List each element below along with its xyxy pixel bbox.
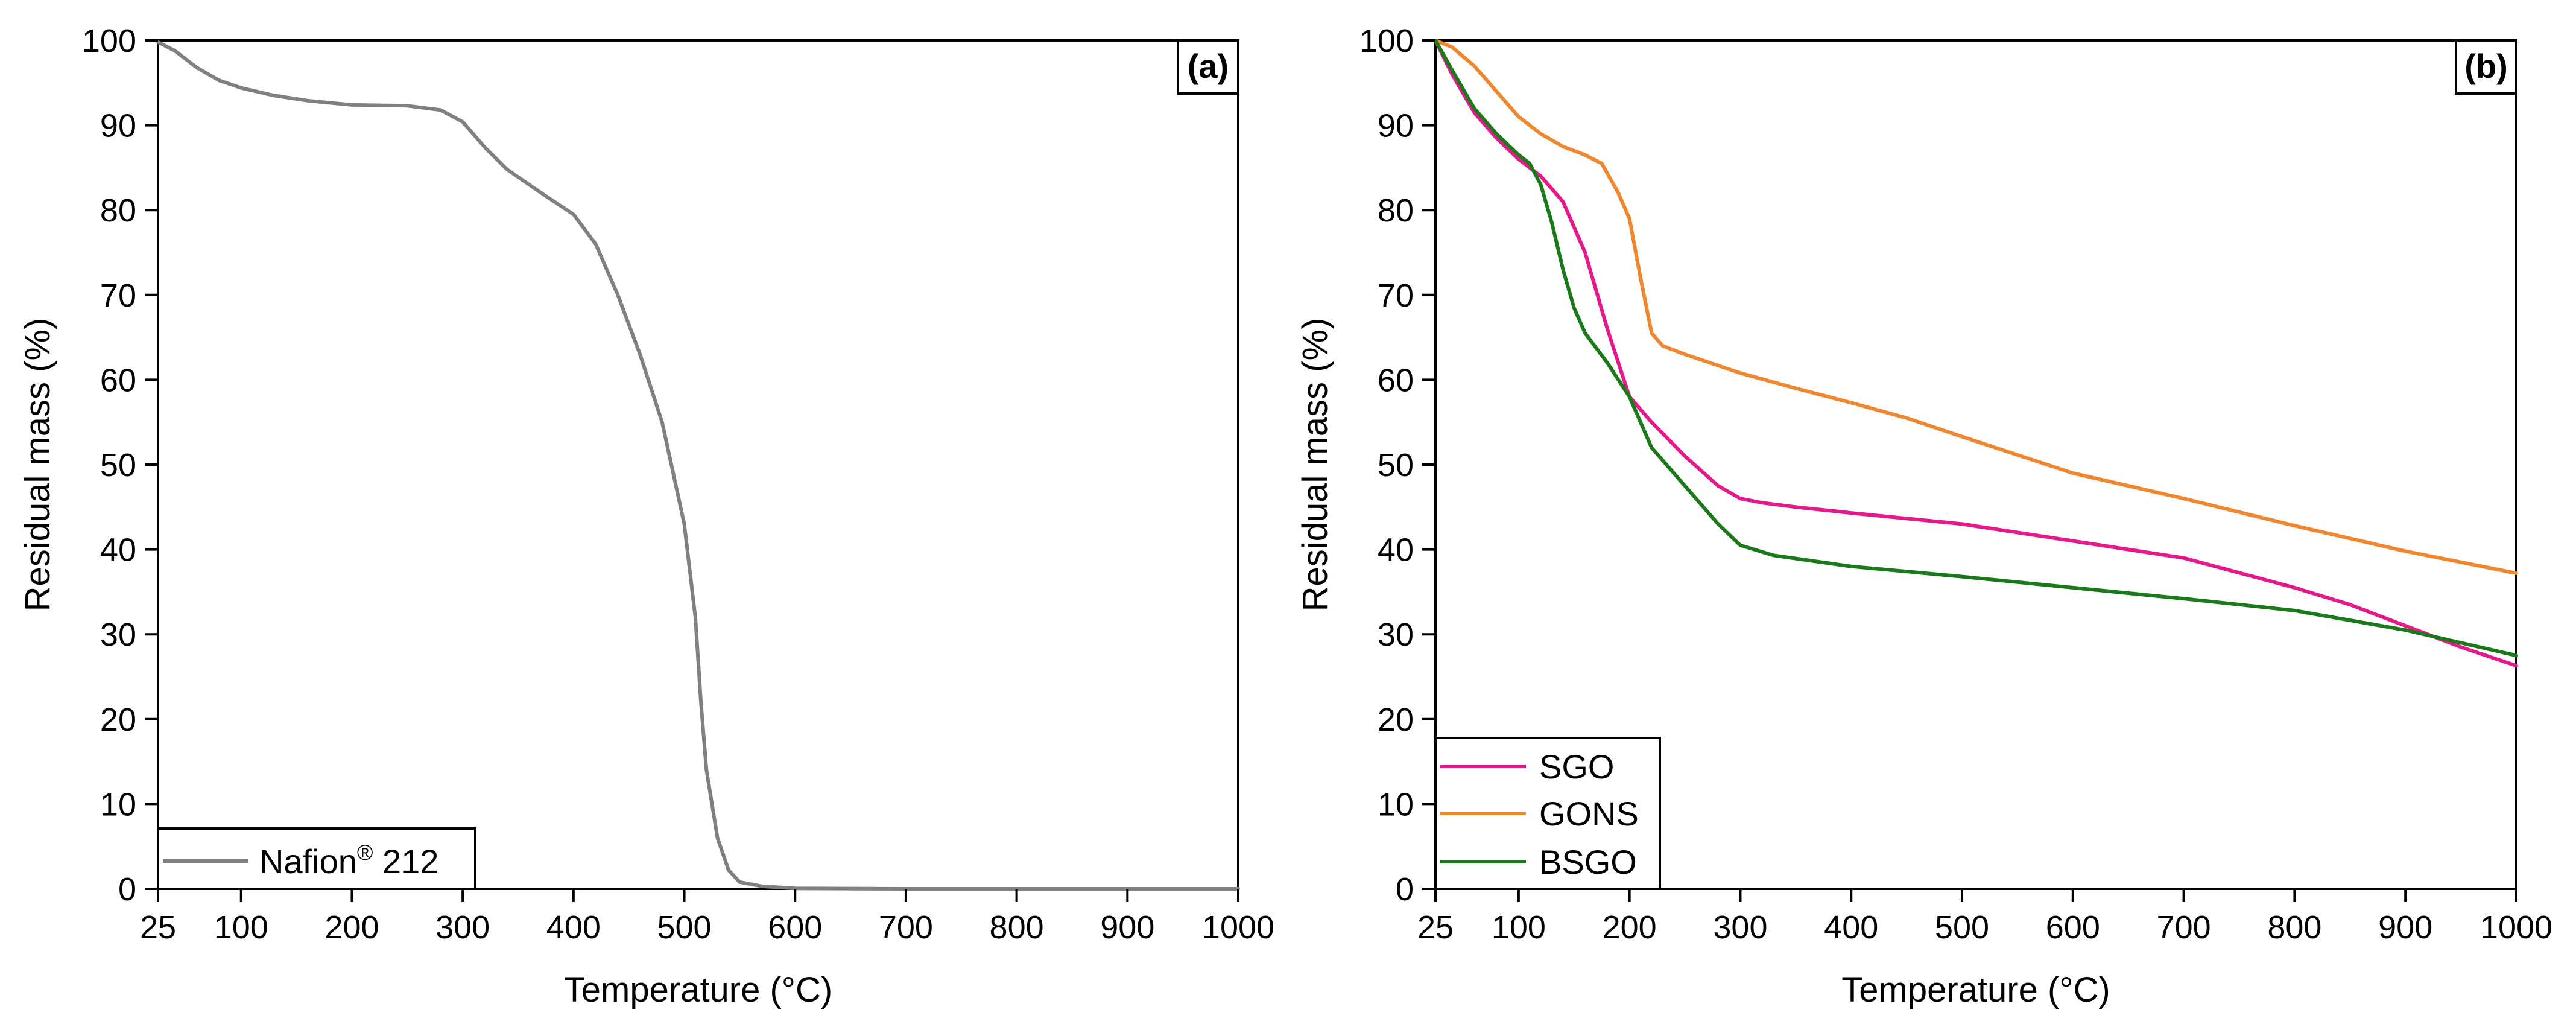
x-tick-label: 700 [2157, 909, 2211, 946]
y-tick-label: 0 [1396, 871, 1414, 908]
y-tick-label: 10 [100, 786, 136, 822]
y-tick-label: 30 [1378, 617, 1414, 653]
y-tick-label: 0 [118, 871, 136, 908]
legend-entry-bsgo: BSGO [1539, 843, 1637, 881]
legend-entry-nafion: Nafion® 212 [259, 840, 438, 880]
x-tick-label: 400 [546, 909, 601, 946]
y-tick-label: 70 [100, 278, 136, 314]
y-tick-label: 100 [1359, 23, 1414, 59]
x-tick-label: 200 [1603, 909, 1657, 946]
series-lines [156, 40, 1240, 891]
y-tick-label: 20 [100, 702, 136, 738]
y-axis-title: Residual mass (%) [1296, 318, 1335, 612]
x-tick-label: 900 [1100, 909, 1154, 946]
y-tick-label: 80 [100, 192, 136, 229]
y-axis-ticks: 0 10 20 30 40 50 60 70 80 90 100 [82, 23, 158, 908]
x-tick-label: 700 [879, 909, 933, 946]
y-tick-label: 60 [1378, 362, 1414, 398]
x-axis-title: Temperature (°C) [1841, 970, 2110, 1010]
x-tick-label: 1000 [2480, 909, 2552, 946]
y-tick-label: 90 [100, 108, 136, 144]
x-tick-label: 200 [324, 909, 379, 946]
y-tick-label: 10 [1378, 786, 1414, 822]
x-axis-ticks: 25 100 200 300 400 500 600 700 800 900 1000 [140, 889, 1274, 946]
y-tick-label: 40 [1378, 532, 1414, 568]
y-tick-label: 30 [100, 617, 136, 653]
legend-box [157, 827, 476, 890]
x-tick-label: 100 [214, 909, 268, 946]
panel-label-text: (b) [2464, 47, 2508, 85]
series-lines [1434, 39, 2518, 668]
y-tick-label: 70 [1378, 278, 1414, 314]
y-tick-label: 50 [1378, 447, 1414, 483]
x-tick-label: 100 [1492, 909, 1546, 946]
x-tick-label: 500 [1935, 909, 1989, 946]
x-tick-label: 400 [1824, 909, 1878, 946]
x-tick-label: 25 [140, 909, 176, 946]
legend-entry-gons: GONS [1539, 795, 1639, 833]
x-tick-label: 1000 [1202, 909, 1274, 946]
y-tick-label: 40 [100, 532, 136, 568]
series-line-gons [1434, 39, 2518, 575]
y-axis-ticks: 0 10 20 30 40 50 60 70 80 90 100 [1359, 23, 1435, 908]
x-axis-ticks: 25 100 200 300 400 500 600 700 800 900 1000 [1417, 889, 2552, 946]
x-tick-label: 600 [768, 909, 822, 946]
chart-panel-a: 25 100 200 300 400 500 600 700 800 900 1000 0 10 20 3… [18, 23, 1274, 1010]
panel-label-a: (a) [1177, 39, 1239, 95]
series-line-nafion-212 [156, 40, 1240, 891]
panel-label-text: (a) [1188, 47, 1229, 85]
y-tick-label: 100 [82, 23, 136, 59]
legend-entry-sgo: SGO [1539, 748, 1614, 786]
y-tick-label: 90 [1378, 108, 1414, 144]
y-tick-label: 60 [100, 362, 136, 398]
y-tick-label: 20 [1378, 702, 1414, 738]
legend: SGO GONS BSGO [1434, 737, 1661, 890]
panel-label-b: (b) [2455, 39, 2517, 95]
x-tick-label: 800 [990, 909, 1044, 946]
series-line-bsgo [1434, 39, 2518, 658]
y-tick-label: 80 [1378, 192, 1414, 229]
x-tick-label: 300 [435, 909, 490, 946]
x-tick-label: 25 [1417, 909, 1454, 946]
y-tick-label: 50 [100, 447, 136, 483]
x-tick-label: 900 [2378, 909, 2432, 946]
y-axis-title: Residual mass (%) [18, 318, 57, 612]
x-tick-label: 500 [657, 909, 711, 946]
chart-panel-b: 25 100 200 300 400 500 600 700 800 900 1000 0 10 20 3… [1296, 23, 2552, 1010]
x-tick-label: 600 [2046, 909, 2100, 946]
x-tick-label: 800 [2267, 909, 2321, 946]
series-line-sgo [1434, 39, 2518, 668]
legend: Nafion® 212 [157, 827, 476, 890]
x-axis-title: Temperature (°C) [564, 970, 832, 1010]
x-tick-label: 300 [1713, 909, 1767, 946]
